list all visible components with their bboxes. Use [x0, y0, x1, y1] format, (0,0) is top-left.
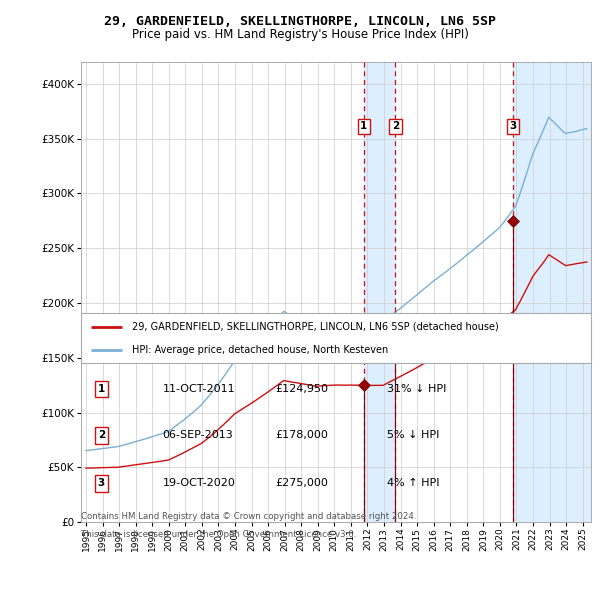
Text: 3: 3 [98, 478, 105, 489]
Text: 2: 2 [98, 431, 105, 440]
Text: 29, GARDENFIELD, SKELLINGTHORPE, LINCOLN, LN6 5SP: 29, GARDENFIELD, SKELLINGTHORPE, LINCOLN… [104, 15, 496, 28]
Text: HPI: Average price, detached house, North Kesteven: HPI: Average price, detached house, Nort… [132, 345, 388, 355]
Text: 06-SEP-2013: 06-SEP-2013 [163, 431, 233, 440]
Bar [513, 62, 591, 522]
Text: 29, GARDENFIELD, SKELLINGTHORPE, LINCOLN, LN6 5SP (detached house): 29, GARDENFIELD, SKELLINGTHORPE, LINCOLN… [132, 322, 499, 332]
Text: Contains HM Land Registry data © Crown copyright and database right 2024.: Contains HM Land Registry data © Crown c… [81, 512, 416, 521]
Text: £124,950: £124,950 [275, 384, 328, 394]
Text: 3: 3 [509, 122, 517, 132]
Text: £178,000: £178,000 [275, 431, 328, 440]
FancyBboxPatch shape [81, 313, 591, 363]
Text: 1: 1 [98, 384, 105, 394]
Text: 1: 1 [360, 122, 367, 132]
Text: This data is licensed under the Open Government Licence v3.0.: This data is licensed under the Open Gov… [81, 530, 356, 539]
Text: 19-OCT-2020: 19-OCT-2020 [163, 478, 235, 489]
Text: 31% ↓ HPI: 31% ↓ HPI [387, 384, 446, 394]
Text: 4% ↑ HPI: 4% ↑ HPI [387, 478, 439, 489]
Text: 11-OCT-2011: 11-OCT-2011 [163, 384, 235, 394]
Text: £275,000: £275,000 [275, 478, 328, 489]
Bar [364, 62, 395, 522]
Text: Price paid vs. HM Land Registry's House Price Index (HPI): Price paid vs. HM Land Registry's House … [131, 28, 469, 41]
Text: 5% ↓ HPI: 5% ↓ HPI [387, 431, 439, 440]
Text: 2: 2 [392, 122, 399, 132]
